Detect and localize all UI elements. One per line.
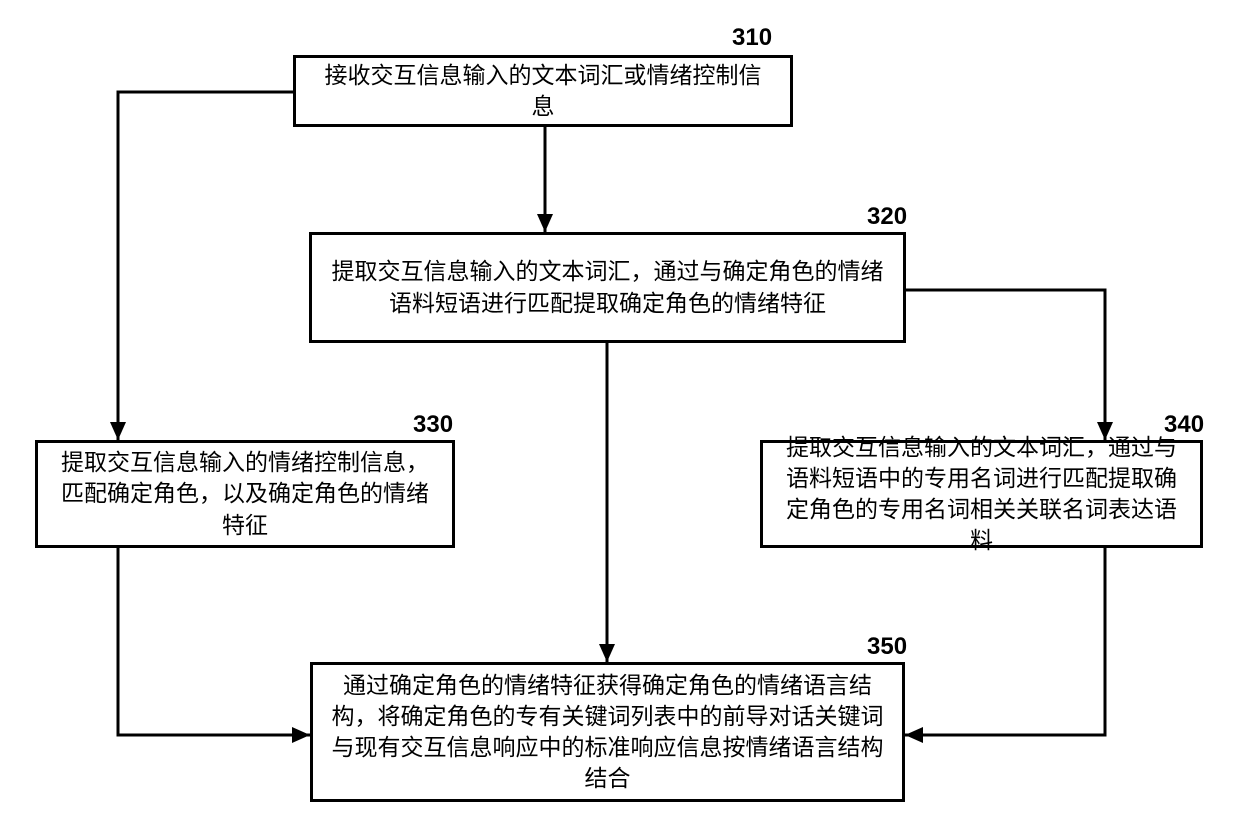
node-text: 提取交互信息输入的文本词汇，通过与语料短语中的专用名词进行匹配提取确定角色的专用… xyxy=(781,432,1182,556)
node-label-n320: 320 xyxy=(867,203,907,231)
edge-line-4 xyxy=(118,548,310,735)
edge-arrow-1 xyxy=(110,422,126,440)
flow-node-n310: 接收交互信息输入的文本词汇或情绪控制信息 xyxy=(293,55,793,127)
edge-arrow-2 xyxy=(599,644,615,662)
flow-node-n340: 提取交互信息输入的文本词汇，通过与语料短语中的专用名词进行匹配提取确定角色的专用… xyxy=(760,440,1203,548)
edge-line-3 xyxy=(906,290,1105,440)
node-label-n330: 330 xyxy=(413,411,453,439)
node-text: 通过确定角色的情绪特征获得确定角色的情绪语言结构，将确定角色的专有关键词列表中的… xyxy=(331,670,884,794)
node-label-n350: 350 xyxy=(867,633,907,661)
node-label-n310: 310 xyxy=(732,24,772,52)
edge-line-1 xyxy=(118,92,293,440)
flow-node-n350: 通过确定角色的情绪特征获得确定角色的情绪语言结构，将确定角色的专有关键词列表中的… xyxy=(310,662,905,802)
node-text: 提取交互信息输入的文本词汇，通过与确定角色的情绪语料短语进行匹配提取确定角色的情… xyxy=(330,256,885,318)
edge-arrow-4 xyxy=(292,727,310,743)
flow-node-n320: 提取交互信息输入的文本词汇，通过与确定角色的情绪语料短语进行匹配提取确定角色的情… xyxy=(309,232,906,343)
flow-node-n330: 提取交互信息输入的情绪控制信息，匹配确定角色，以及确定角色的情绪特征 xyxy=(35,440,455,548)
node-text: 接收交互信息输入的文本词汇或情绪控制信息 xyxy=(314,60,772,122)
edge-line-5 xyxy=(905,548,1105,735)
edge-arrow-0 xyxy=(537,214,553,232)
edge-arrow-5 xyxy=(905,727,923,743)
node-text: 提取交互信息输入的情绪控制信息，匹配确定角色，以及确定角色的情绪特征 xyxy=(56,447,434,540)
